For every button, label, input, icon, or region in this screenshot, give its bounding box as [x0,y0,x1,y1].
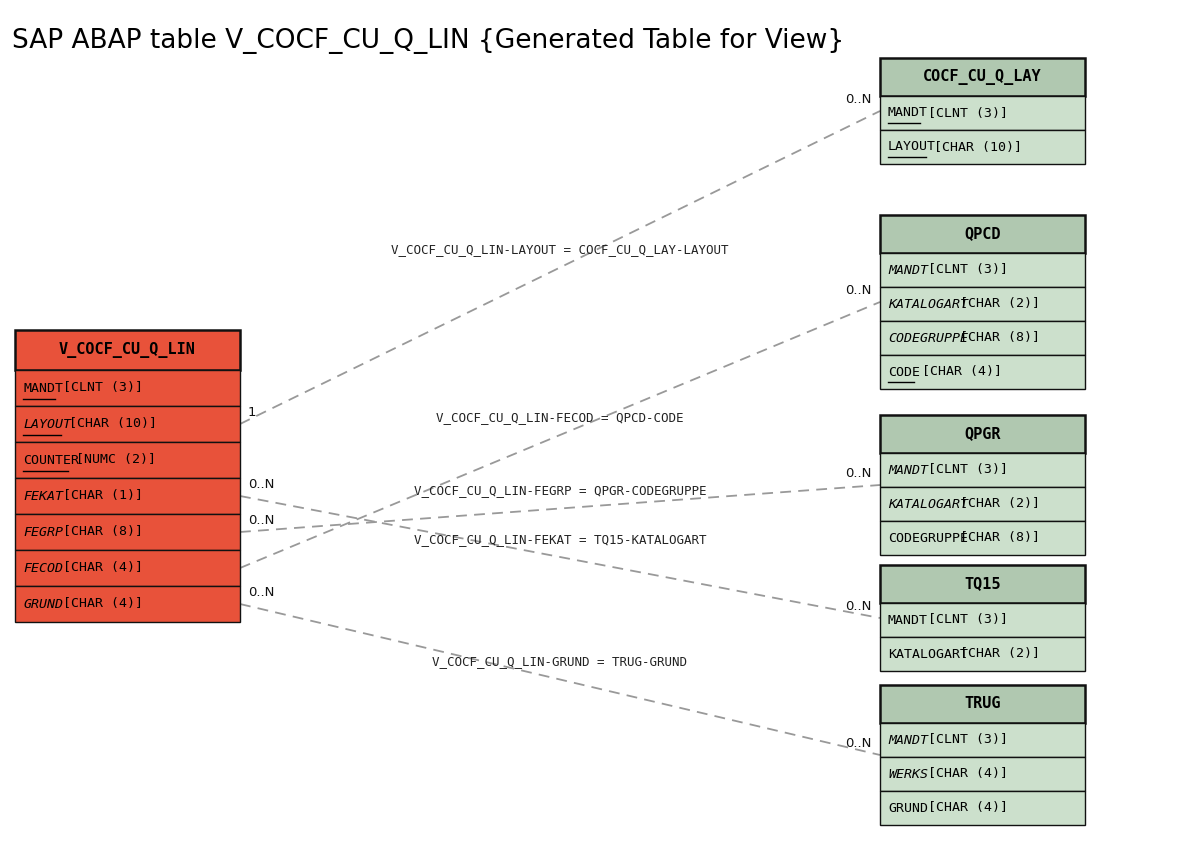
Bar [880,96,1085,130]
Bar [880,215,1085,253]
Text: [CHAR (2)]: [CHAR (2)] [952,498,1039,510]
Bar [15,442,240,478]
Bar [15,330,240,370]
Text: GRUND: GRUND [23,598,63,610]
Text: 0..N: 0..N [248,586,274,599]
Text: COCF_CU_Q_LAY: COCF_CU_Q_LAY [923,69,1042,85]
Text: MANDT: MANDT [888,734,929,746]
Bar [15,478,240,514]
Text: TQ15: TQ15 [964,576,1001,592]
Text: [CLNT (3)]: [CLNT (3)] [920,263,1008,276]
Text: [CLNT (3)]: [CLNT (3)] [55,381,143,394]
Text: [CHAR (8)]: [CHAR (8)] [952,532,1039,545]
Text: [CHAR (10)]: [CHAR (10)] [62,417,157,431]
Text: V_COCF_CU_Q_LIN-FEKAT = TQ15-KATALOGART: V_COCF_CU_Q_LIN-FEKAT = TQ15-KATALOGART [414,533,706,546]
Text: [CHAR (4)]: [CHAR (4)] [920,801,1008,815]
Text: 0..N: 0..N [248,514,274,527]
Text: V_COCF_CU_Q_LIN: V_COCF_CU_Q_LIN [60,342,195,358]
Text: 0..N: 0..N [845,284,873,297]
Text: [CLNT (3)]: [CLNT (3)] [920,734,1008,746]
Text: V_COCF_CU_Q_LIN-FEGRP = QPGR-CODEGRUPPE: V_COCF_CU_Q_LIN-FEGRP = QPGR-CODEGRUPPE [414,485,706,498]
Text: [CHAR (8)]: [CHAR (8)] [55,526,143,539]
Text: [CHAR (4)]: [CHAR (4)] [920,768,1008,781]
Text: TRUG: TRUG [964,697,1001,711]
Bar [880,637,1085,671]
Text: MANDT: MANDT [888,263,929,276]
Bar [880,487,1085,521]
Bar [880,321,1085,355]
Text: FEKAT: FEKAT [23,490,63,503]
Bar [880,791,1085,825]
Text: CODEGRUPPE: CODEGRUPPE [888,332,968,345]
Bar [880,521,1085,555]
Bar [15,550,240,586]
Text: SAP ABAP table V_COCF_CU_Q_LIN {Generated Table for View}: SAP ABAP table V_COCF_CU_Q_LIN {Generate… [12,28,844,54]
Bar [880,565,1085,603]
Bar [880,58,1085,96]
Text: [CHAR (4)]: [CHAR (4)] [55,598,143,610]
Text: GRUND: GRUND [888,801,929,815]
Bar [880,287,1085,321]
Text: 0..N: 0..N [845,737,873,750]
Text: WERKS: WERKS [888,768,929,781]
Text: [CLNT (3)]: [CLNT (3)] [920,463,1008,476]
Text: V_COCF_CU_Q_LIN-FECOD = QPCD-CODE: V_COCF_CU_Q_LIN-FECOD = QPCD-CODE [436,411,684,424]
Text: 0..N: 0..N [248,478,274,491]
Bar [15,370,240,406]
Text: V_COCF_CU_Q_LIN-LAYOUT = COCF_CU_Q_LAY-LAYOUT: V_COCF_CU_Q_LIN-LAYOUT = COCF_CU_Q_LAY-L… [391,244,728,256]
Text: [CHAR (10)]: [CHAR (10)] [926,140,1023,154]
Bar [15,406,240,442]
Bar [880,603,1085,637]
Bar [880,757,1085,791]
Text: COUNTER: COUNTER [23,453,79,467]
Text: QPGR: QPGR [964,427,1001,441]
Bar [15,586,240,622]
Text: KATALOGART: KATALOGART [888,498,968,510]
Text: [CHAR (2)]: [CHAR (2)] [952,647,1039,661]
Text: [CLNT (3)]: [CLNT (3)] [920,614,1008,627]
Bar [880,130,1085,164]
Text: [CHAR (4)]: [CHAR (4)] [55,562,143,575]
Bar [880,453,1085,487]
Text: QPCD: QPCD [964,227,1001,241]
Text: [NUMC (2)]: [NUMC (2)] [68,453,156,467]
Text: 0..N: 0..N [845,600,873,613]
Text: 0..N: 0..N [845,467,873,480]
Text: CODE: CODE [888,365,920,379]
Text: 0..N: 0..N [845,93,873,106]
Text: MANDT: MANDT [888,614,929,627]
Bar [880,685,1085,723]
Text: V_COCF_CU_Q_LIN-GRUND = TRUG-GRUND: V_COCF_CU_Q_LIN-GRUND = TRUG-GRUND [433,656,688,669]
Text: LAYOUT: LAYOUT [888,140,936,154]
Text: FEGRP: FEGRP [23,526,63,539]
Bar [880,253,1085,287]
Bar [880,415,1085,453]
Text: FECOD: FECOD [23,562,63,575]
Text: MANDT: MANDT [888,463,929,476]
Text: [CHAR (8)]: [CHAR (8)] [952,332,1039,345]
Bar [880,723,1085,757]
Text: [CHAR (2)]: [CHAR (2)] [952,298,1039,310]
Text: KATALOGART: KATALOGART [888,647,968,661]
Bar [880,355,1085,389]
Text: MANDT: MANDT [23,381,63,394]
Text: MANDT: MANDT [888,107,929,120]
Bar [15,514,240,550]
Text: CODEGRUPPE: CODEGRUPPE [888,532,968,545]
Text: [CHAR (1)]: [CHAR (1)] [55,490,143,503]
Text: [CLNT (3)]: [CLNT (3)] [920,107,1008,120]
Text: [CHAR (4)]: [CHAR (4)] [913,365,1001,379]
Text: 1: 1 [248,406,256,419]
Text: LAYOUT: LAYOUT [23,417,72,431]
Text: KATALOGART: KATALOGART [888,298,968,310]
